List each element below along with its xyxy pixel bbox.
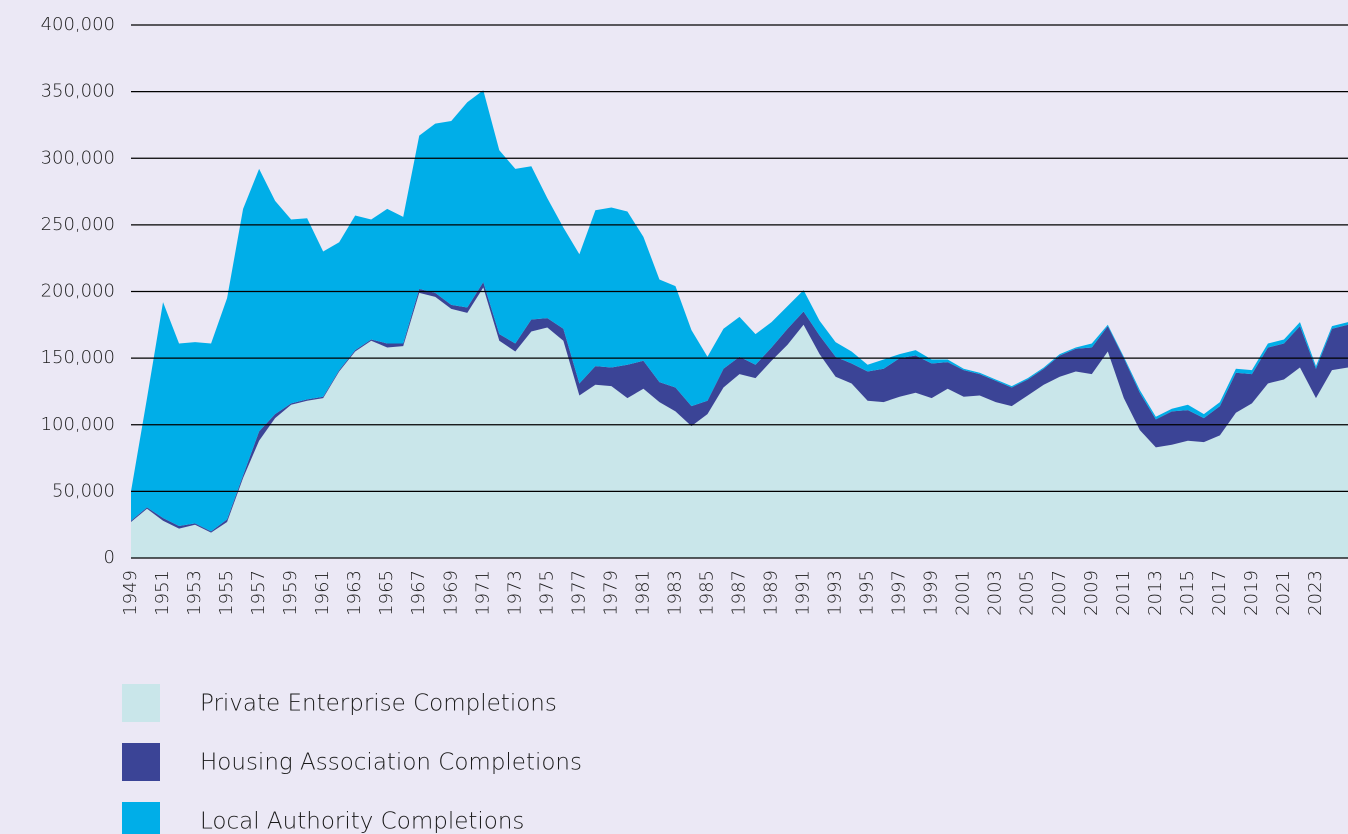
legend-label: Private Enterprise Completions <box>200 691 557 717</box>
x-tick-label: 2011 <box>1113 570 1134 616</box>
x-tick-label: 1979 <box>600 570 621 616</box>
legend-label: Housing Association Completions <box>200 750 582 776</box>
x-tick-label: 1961 <box>312 570 333 616</box>
x-tick-label: 2023 <box>1305 570 1326 616</box>
x-tick-label: 1971 <box>472 570 493 616</box>
x-tick-label: 2009 <box>1081 570 1102 616</box>
x-tick-label: 2017 <box>1209 570 1230 616</box>
area <box>131 287 1348 558</box>
x-tick-label: 2015 <box>1177 570 1198 616</box>
x-tick-label: 1991 <box>793 570 814 616</box>
legend-label: Local Authority Completions <box>200 809 524 834</box>
x-tick-label: 2003 <box>985 570 1006 616</box>
x-tick-label: 1967 <box>408 570 429 616</box>
x-tick-label: 1983 <box>664 570 685 616</box>
x-tick-label: 1959 <box>280 570 301 616</box>
x-tick-label: 1953 <box>184 570 205 616</box>
legend-swatch <box>122 684 160 722</box>
legend-swatch <box>122 802 160 834</box>
x-tick-label: 1951 <box>152 570 173 616</box>
y-tick-label: 400,000 <box>41 14 115 35</box>
x-tick-label: 1963 <box>344 570 365 616</box>
x-tick-label: 2005 <box>1017 570 1038 616</box>
x-tick-label: 1997 <box>889 570 910 616</box>
x-tick-label: 1977 <box>568 570 589 616</box>
y-tick-label: 200,000 <box>41 281 115 302</box>
x-tick-label: 1987 <box>729 570 750 616</box>
y-tick-label: 250,000 <box>41 214 115 235</box>
x-tick-label: 2019 <box>1241 570 1262 616</box>
y-tick-label: 0 <box>104 547 115 568</box>
x-tick-label: 2021 <box>1273 570 1294 616</box>
x-tick-label: 1969 <box>440 570 461 616</box>
x-tick-label: 1957 <box>248 570 269 616</box>
x-tick-label: 1995 <box>857 570 878 616</box>
area <box>131 90 1348 532</box>
x-tick-label: 1955 <box>216 570 237 616</box>
y-tick-label: 300,000 <box>41 147 115 168</box>
x-tick-label: 1965 <box>376 570 397 616</box>
legend-swatch <box>122 743 160 781</box>
x-tick-label: 1975 <box>536 570 557 616</box>
x-tick-label: 2013 <box>1145 570 1166 616</box>
y-tick-label: 350,000 <box>41 81 115 102</box>
x-tick-label: 2007 <box>1049 570 1070 616</box>
x-tick-label: 1981 <box>632 570 653 616</box>
x-tick-label: 1973 <box>504 570 525 616</box>
x-tick-label: 1999 <box>921 570 942 616</box>
y-tick-label: 50,000 <box>52 480 115 501</box>
x-tick-label: 1993 <box>825 570 846 616</box>
y-tick-label: 150,000 <box>41 347 115 368</box>
x-tick-label: 1985 <box>696 570 717 616</box>
y-tick-label: 100,000 <box>41 414 115 435</box>
x-tick-label: 2001 <box>953 570 974 616</box>
x-tick-label: 1989 <box>761 570 782 616</box>
x-tick-label: 1949 <box>120 570 141 616</box>
